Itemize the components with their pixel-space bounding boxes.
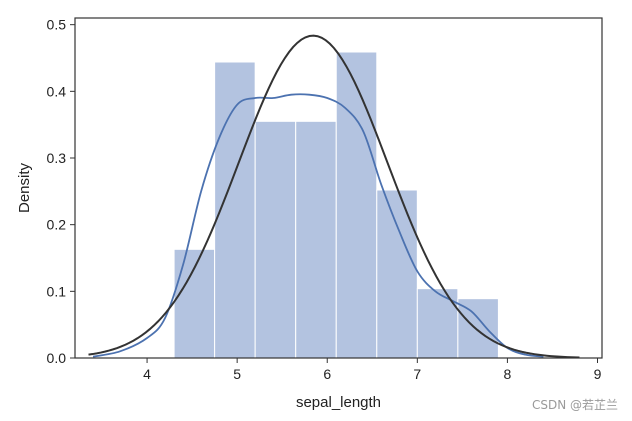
x-tick-label: 9 (594, 366, 602, 382)
histogram-bar-0 (173, 248, 216, 359)
x-tick-label: 6 (323, 366, 331, 382)
normal-fit-curve (88, 34, 580, 359)
y-tick-label: 0.1 (47, 283, 67, 299)
watermark: CSDN @若芷兰 (531, 398, 618, 412)
x-tick-label: 7 (413, 366, 421, 382)
y-tick-label: 0.4 (47, 83, 67, 99)
x-tick-label: 4 (143, 366, 151, 382)
y-axis-label: Density (16, 162, 33, 213)
x-axis: 4 5 6 7 8 9 (143, 358, 602, 382)
plot-frame (74, 17, 603, 359)
x-tick-label: 8 (504, 366, 512, 382)
y-tick-label: 0.2 (47, 217, 67, 233)
curves (88, 34, 580, 359)
y-axis: 0.0 0.1 0.2 0.3 0.4 0.5 (47, 17, 75, 366)
histogram-bar-6 (416, 288, 459, 359)
histogram-bar-4 (335, 51, 378, 359)
kde-curve (92, 93, 544, 358)
y-tick-label: 0.5 (47, 17, 67, 33)
histogram-bar-3 (295, 120, 337, 359)
histogram-bar-5 (376, 189, 418, 359)
x-axis-label: sepal_length (296, 394, 381, 411)
y-tick-label: 0.3 (47, 150, 67, 166)
x-tick-label: 5 (233, 366, 241, 382)
y-tick-label: 0.0 (47, 350, 67, 366)
histogram-bars (173, 51, 499, 359)
histogram-bar-7 (457, 298, 499, 359)
histogram-bar-2 (254, 120, 297, 359)
